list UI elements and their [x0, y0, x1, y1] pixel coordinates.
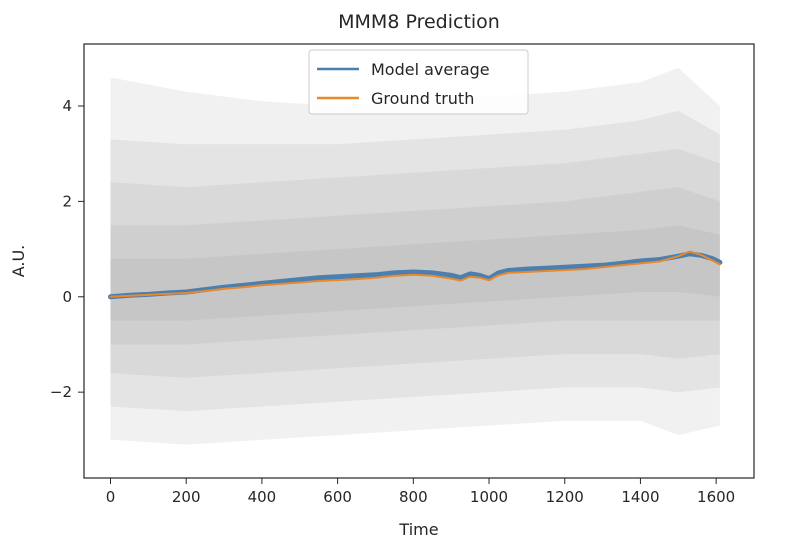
x-tick-label: 600	[323, 488, 352, 506]
uncertainty-band-3	[110, 187, 720, 345]
x-tick-label: 200	[172, 488, 201, 506]
y-axis-ticks: −2 0 2 4	[50, 97, 84, 401]
y-tick-label: 2	[62, 192, 72, 210]
y-tick-label: −2	[50, 383, 72, 401]
chart-title: MMM8 Prediction	[338, 11, 500, 33]
x-tick-label: 1600	[697, 488, 735, 506]
series-line-model-average	[108, 251, 723, 300]
x-tick-label: 1000	[470, 488, 508, 506]
x-tick-label: 400	[248, 488, 277, 506]
x-axis-ticks: 0 200 400 600 800 1000 1200 1400 1600	[106, 478, 735, 506]
legend-label-model-average: Model average	[371, 60, 490, 79]
y-tick-label: 4	[62, 97, 72, 115]
uncertainty-bands	[110, 67, 720, 445]
uncertainty-band-1	[110, 110, 720, 412]
series-line-ground-truth	[109, 250, 721, 298]
y-axis-title: A.U.	[9, 245, 28, 278]
x-tick-label: 1200	[546, 488, 584, 506]
series-lines	[108, 250, 723, 300]
legend-box	[308, 49, 529, 115]
legend: Model average Ground truth	[308, 49, 529, 115]
x-tick-label: 1400	[621, 488, 659, 506]
legend-label-ground-truth: Ground truth	[371, 89, 474, 108]
plot-frame	[83, 43, 755, 479]
x-tick-label: 0	[106, 488, 116, 506]
x-axis-title: Time	[398, 520, 438, 539]
y-tick-label: 0	[62, 288, 72, 306]
uncertainty-band-0	[110, 67, 720, 445]
x-tick-label: 800	[399, 488, 428, 506]
uncertainty-band-2	[110, 148, 720, 378]
